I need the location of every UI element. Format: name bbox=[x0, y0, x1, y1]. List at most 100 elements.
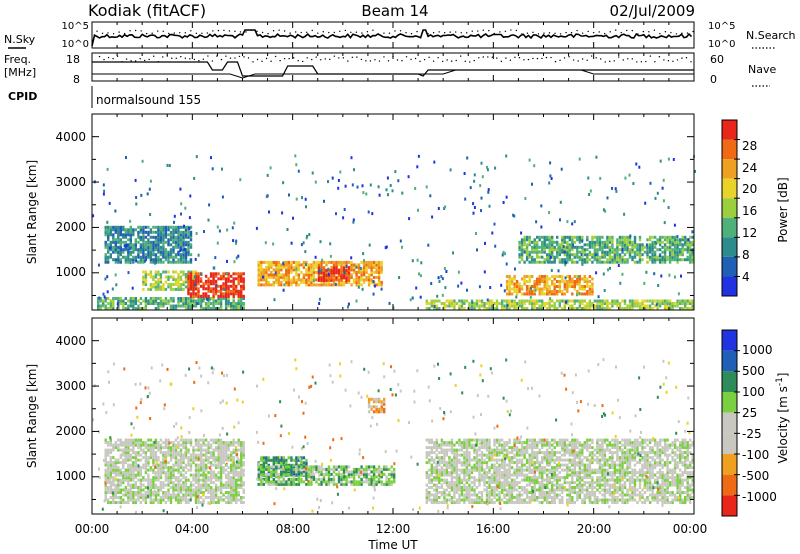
heatmap-cell bbox=[199, 473, 203, 477]
heatmap-cell bbox=[352, 268, 356, 272]
heatmap-cell bbox=[561, 277, 564, 281]
heatmap-cell bbox=[438, 307, 441, 310]
heatmap-cell bbox=[184, 243, 188, 247]
heatmap-cell bbox=[523, 307, 526, 310]
heatmap-cell bbox=[290, 465, 293, 469]
heatmap-cell bbox=[653, 235, 657, 239]
heatmap-cell bbox=[380, 260, 383, 264]
heatmap-cell bbox=[668, 245, 672, 249]
heatmap-cell bbox=[292, 473, 296, 477]
heatmap-cell bbox=[438, 496, 441, 499]
heatmap-cell bbox=[114, 461, 117, 465]
heatmap-cell bbox=[322, 266, 326, 270]
heatmap-cell bbox=[184, 483, 188, 487]
heatmap-cell bbox=[194, 476, 198, 480]
heatmap-cell bbox=[139, 307, 143, 310]
heatmap-cell bbox=[531, 299, 534, 303]
heatmap-speck bbox=[104, 277, 107, 281]
heatmap-cell bbox=[179, 438, 183, 442]
heatmap-cell bbox=[154, 493, 158, 497]
heatmap-cell bbox=[212, 496, 215, 499]
heatmap-speck bbox=[575, 293, 578, 297]
heatmap-cell bbox=[132, 441, 135, 445]
heatmap-cell bbox=[616, 255, 619, 259]
heatmap-cell bbox=[320, 266, 323, 270]
heatmap-cell bbox=[300, 465, 303, 469]
heatmap-cell bbox=[425, 473, 428, 477]
heatmap-cell bbox=[142, 233, 145, 237]
heatmap-cell bbox=[528, 277, 531, 281]
heatmap-cell bbox=[440, 471, 444, 475]
heatmap-cell bbox=[162, 486, 165, 489]
heatmap-cell bbox=[122, 478, 125, 482]
heatmap-cell bbox=[107, 473, 110, 477]
heatmap-speck bbox=[472, 202, 475, 206]
heatmap-cell bbox=[184, 476, 188, 480]
heatmap-cell bbox=[224, 486, 228, 489]
heatmap-cell bbox=[144, 230, 148, 234]
heatmap-cell bbox=[345, 268, 348, 272]
heatmap-cell bbox=[553, 287, 556, 291]
heatmap-cell bbox=[194, 453, 198, 457]
heatmap-speck bbox=[342, 216, 345, 220]
heatmap-cell bbox=[124, 443, 127, 447]
heatmap-cell bbox=[232, 493, 235, 497]
heatmap-cell bbox=[428, 493, 431, 497]
heatmap-cell bbox=[618, 248, 622, 252]
heatmap-cell bbox=[320, 260, 323, 264]
heatmap-cell bbox=[219, 443, 223, 447]
heatmap-cell bbox=[377, 400, 381, 404]
heatmap-cell bbox=[179, 240, 183, 244]
heatmap-cell bbox=[159, 299, 163, 303]
heatmap-cell bbox=[124, 451, 127, 455]
heatmap-speck bbox=[223, 288, 226, 291]
heatmap-cell bbox=[648, 245, 652, 249]
heatmap-cell bbox=[307, 263, 311, 267]
heatmap-cell bbox=[611, 250, 614, 254]
heatmap-cell bbox=[440, 461, 444, 465]
heatmap-cell bbox=[525, 238, 529, 242]
heatmap-cell bbox=[367, 397, 371, 401]
heatmap-cell bbox=[134, 501, 137, 504]
heatmap-cell bbox=[453, 483, 456, 487]
heatmap-cell bbox=[571, 260, 574, 264]
heatmap-cell bbox=[312, 268, 316, 272]
heatmap-cell bbox=[144, 278, 148, 281]
heatmap-cell bbox=[222, 466, 225, 470]
heatmap-cell bbox=[277, 472, 280, 476]
heatmap-cell bbox=[207, 461, 210, 465]
heatmap-cell bbox=[124, 297, 127, 300]
heatmap-cell bbox=[149, 478, 153, 482]
heatmap-cell bbox=[232, 461, 235, 465]
heatmap-cell bbox=[576, 238, 579, 242]
heatmap-cell bbox=[531, 248, 534, 252]
nave-dot bbox=[590, 55, 593, 57]
heatmap-cell bbox=[435, 304, 438, 308]
heatmap-cell bbox=[275, 470, 278, 474]
heatmap-cell bbox=[137, 488, 140, 492]
heatmap-cell bbox=[312, 467, 316, 471]
heatmap-cell bbox=[433, 483, 436, 487]
heatmap-cell bbox=[332, 278, 336, 282]
heatmap-speck bbox=[179, 187, 182, 191]
heatmap-cell bbox=[435, 463, 438, 467]
heatmap-cell bbox=[154, 243, 158, 247]
heatmap-cell bbox=[232, 277, 235, 281]
heatmap-cell bbox=[453, 471, 456, 475]
heatmap-cell bbox=[222, 461, 225, 465]
heatmap-cell bbox=[109, 463, 112, 467]
heatmap-cell bbox=[237, 441, 240, 445]
heatmap-cell bbox=[187, 230, 190, 234]
heatmap-cell bbox=[513, 277, 516, 281]
heatmap-cell bbox=[217, 451, 220, 455]
heatmap-cell bbox=[219, 287, 223, 291]
heatmap-cell bbox=[132, 471, 135, 475]
heatmap-cell bbox=[139, 488, 143, 492]
heatmap-speck bbox=[472, 211, 475, 215]
heatmap-cell bbox=[129, 493, 132, 497]
heatmap-cell bbox=[174, 493, 178, 497]
heatmap-speck bbox=[691, 230, 694, 234]
heatmap-cell bbox=[520, 245, 524, 249]
noise-search-dot bbox=[223, 29, 225, 32]
heatmap-cell bbox=[393, 477, 396, 481]
